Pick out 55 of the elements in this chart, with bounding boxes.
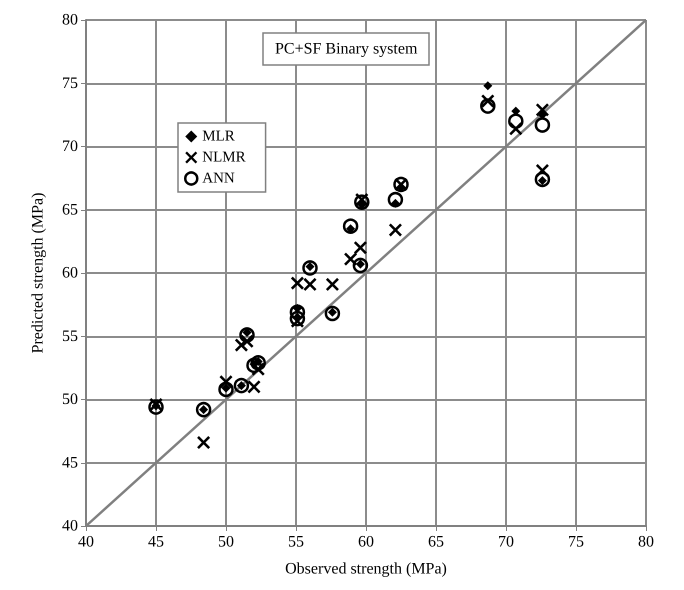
y-tick-label: 70: [62, 138, 78, 155]
text: PC+SF Binary system: [275, 40, 418, 58]
legend-label: ANN: [202, 170, 235, 186]
point: [234, 378, 250, 394]
point: [304, 278, 316, 291]
x-tick-label: 65: [428, 534, 444, 550]
point: [290, 276, 304, 290]
point: [240, 334, 254, 348]
point: [508, 113, 524, 129]
y-tick-label: 45: [62, 454, 78, 472]
point: [220, 375, 232, 388]
x-tick-label: 40: [78, 534, 94, 550]
x-tick-label: 45: [148, 534, 164, 550]
point: [218, 382, 234, 398]
y-tick-label: 80: [62, 12, 78, 28]
point: [344, 252, 358, 266]
x-tick-label: 75: [568, 534, 584, 550]
point: [534, 172, 550, 188]
y-tick-label: 60: [62, 264, 78, 282]
point: [388, 223, 402, 236]
y-tick-label: 65: [62, 201, 78, 218]
point: [483, 81, 492, 90]
x-tick-label: 80: [638, 534, 654, 550]
point: [248, 380, 260, 394]
point: [388, 192, 404, 208]
point: [196, 402, 212, 418]
legend-label: MLR: [202, 128, 235, 144]
point: [509, 122, 522, 136]
y-tick-label: 55: [62, 328, 78, 345]
legend-label: NLMR: [202, 150, 246, 166]
x-tick-label: 55: [288, 534, 304, 550]
point: [326, 278, 339, 291]
point: [481, 94, 494, 108]
point: [354, 241, 367, 254]
point: [239, 327, 255, 343]
y-tick-label: 50: [62, 391, 78, 408]
y-tick-label: 40: [62, 518, 78, 534]
point: [536, 164, 549, 178]
point: [324, 306, 340, 322]
x-axis-title: Observed strength (MPa): [285, 560, 447, 578]
point: [302, 260, 318, 276]
point: [197, 436, 210, 450]
point: [534, 117, 550, 133]
point: [352, 258, 368, 274]
x-tick-label: 60: [358, 534, 374, 550]
y-tick-label: 75: [62, 74, 78, 92]
point: [250, 355, 266, 371]
point: [480, 98, 496, 114]
point: [342, 218, 358, 234]
x-tick-label: 50: [218, 534, 234, 550]
y-axis-title: Predicted strength (MPa): [30, 192, 46, 354]
point: [290, 310, 306, 326]
point: [148, 399, 164, 415]
x-tick-label: 70: [498, 534, 514, 550]
point: [354, 194, 370, 210]
